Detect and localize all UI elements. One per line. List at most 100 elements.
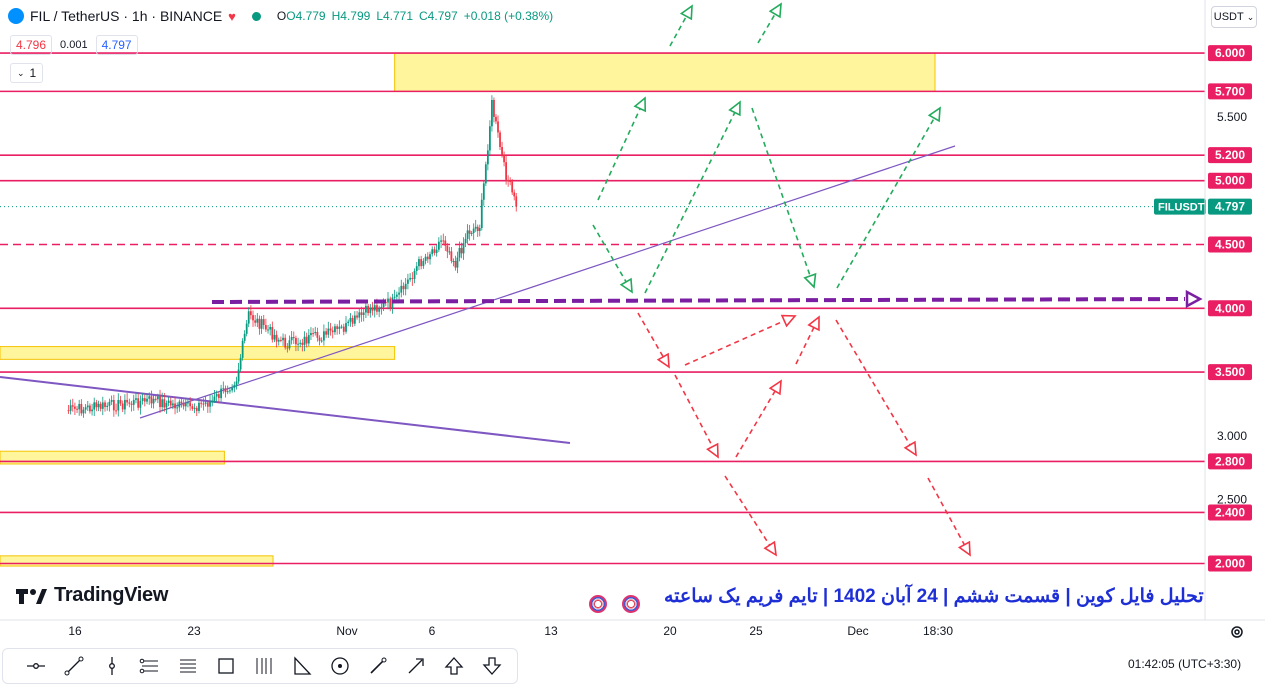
candle-body [454,261,457,268]
level-price-tag[interactable] [1208,172,1252,189]
candle-body [243,333,246,341]
candle-body [184,402,187,407]
level-price-label: 5.200 [1215,148,1245,162]
triangle-pattern-icon[interactable] [283,651,321,681]
timezone-clock[interactable]: 01:42:05 (UTC+3:30) [1128,657,1241,671]
level-price-tag[interactable] [1208,147,1252,164]
descending-trendline[interactable] [0,376,571,444]
candle-body [171,403,174,406]
level-price-label: 5.700 [1215,84,1245,98]
candle-body [329,328,332,331]
level-price-tag[interactable] [1208,453,1252,470]
candle-body [187,402,189,404]
candle-body [119,399,122,404]
candle-body [499,132,501,148]
candle-body [275,334,278,342]
candle-body [191,406,194,409]
candle-body [174,403,176,409]
candle-body [413,270,416,279]
ask-price[interactable]: 4.797 [95,35,138,55]
bid-price[interactable]: 4.796 [10,35,53,55]
bullish-projection-arrow-head [803,272,817,289]
current-price-tag[interactable] [1208,198,1252,215]
currency-selector[interactable]: USDT ⌄ [1211,6,1257,28]
candle-body [130,403,133,405]
arrow-up-icon[interactable] [435,651,473,681]
candle-body [82,409,85,414]
candle-body [442,240,445,242]
candle-body [200,402,203,404]
level-price-tag[interactable] [1208,236,1252,253]
candle-body [93,402,96,410]
support-resistance-zone[interactable] [0,555,274,567]
candle-body [178,401,181,408]
bullish-projection-arrow[interactable] [597,97,646,201]
gear-icon[interactable] [1229,624,1245,640]
x-tick-label: 16 [68,624,82,638]
candle-body [273,334,276,340]
candle-body [115,410,117,412]
candle-body [67,410,70,412]
candle-body [249,311,252,316]
candle-body [404,283,407,290]
level-price-tag[interactable] [1208,555,1252,572]
circle-icon[interactable] [321,651,359,681]
bullish-projection-arrow[interactable] [751,107,815,288]
brush-icon[interactable] [359,651,397,681]
x-tick-label: Nov [336,624,357,638]
level-price-label: 4.000 [1215,301,1245,315]
candle-body [362,312,365,315]
indicators-toggle[interactable]: ⌄ 1 [10,63,44,83]
candle-body [159,396,161,408]
level-price-tag[interactable] [1208,504,1252,521]
trend-line-icon[interactable] [55,651,93,681]
level-price-tag[interactable] [1208,83,1252,100]
bearish-projection-arrow[interactable] [674,374,719,458]
arrow-icon[interactable] [397,651,435,681]
parallel-channel-icon[interactable] [131,651,169,681]
bullish-projection-arrow[interactable] [644,101,741,294]
candle-body [176,407,179,409]
bullish-projection-arrow[interactable] [592,224,633,293]
ascending-trendline[interactable] [139,145,956,419]
bearish-projection-arrow[interactable] [637,312,670,368]
fib-retracement-icon[interactable] [169,651,207,681]
candle-body [264,325,267,330]
alert-heart-icon[interactable]: ♥ [228,8,236,24]
candle-body [336,326,339,329]
level-price-tag[interactable] [1208,45,1252,62]
candle-body [327,328,330,335]
gann-box-icon[interactable] [245,651,283,681]
clock-timezone: (UTC+3:30) [1178,657,1242,671]
vertical-line-icon[interactable] [93,651,131,681]
candle-body [235,381,238,385]
horizontal-line-icon[interactable] [17,651,55,681]
level-price-tag[interactable] [1208,364,1252,381]
bearish-projection-arrow-head [780,314,797,328]
candle-body [415,266,418,271]
candle-body [407,279,409,284]
candle-body [195,407,198,411]
candle-body [280,339,282,341]
candle-body [154,398,157,400]
candle-body [310,333,312,336]
candle-body [402,285,405,290]
candle-body [418,259,420,267]
candle-body [444,240,447,246]
rectangle-icon[interactable] [207,651,245,681]
level-price-tag[interactable] [1208,300,1252,317]
bearish-projection-arrow[interactable] [724,475,777,556]
candle-body [132,399,135,405]
bearish-projection-arrow[interactable] [684,315,796,366]
candle-body [325,331,328,335]
x-tick-label: 23 [187,624,201,638]
symbol-title[interactable]: FIL / TetherUS · 1h · BINANCE [30,8,223,24]
bearish-projection-arrow[interactable] [735,380,782,458]
support-resistance-zone[interactable] [394,52,936,92]
bullish-projection-arrow[interactable] [836,107,941,289]
arrow-down-icon[interactable] [473,651,511,681]
bearish-projection-arrow[interactable] [835,319,917,456]
bearish-projection-arrow[interactable] [927,477,971,556]
key-level-arrow[interactable] [211,297,1186,304]
